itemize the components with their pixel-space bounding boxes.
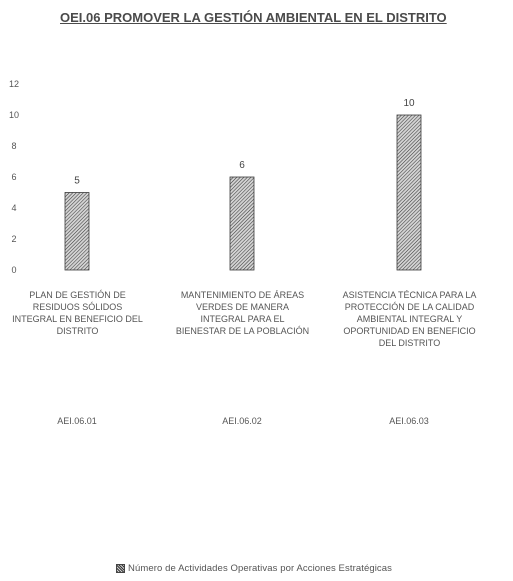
bars-group <box>64 114 422 271</box>
y-tick-label: 0 <box>11 265 16 275</box>
data-label: 10 <box>403 98 415 109</box>
bar-aei-06-02 <box>229 176 255 271</box>
category-code-label: AEI.06.03 <box>389 416 429 426</box>
y-axis: 0 2 4 6 8 10 12 <box>9 79 19 275</box>
chart-title: OEI.06 PROMOVER LA GESTIÓN AMBIENTAL EN … <box>60 10 447 25</box>
category-label: ASISTENCIA TÉCNICA PARA LA PROTECCIÓN DE… <box>342 290 477 348</box>
category-code-label: AEI.06.01 <box>57 416 97 426</box>
bar-aei-06-01 <box>64 192 90 271</box>
y-tick-label: 8 <box>11 141 16 151</box>
y-tick-label: 10 <box>9 110 19 120</box>
data-label: 6 <box>239 160 245 171</box>
y-tick-label: 4 <box>11 203 16 213</box>
y-tick-label: 12 <box>9 79 19 89</box>
legend-swatch <box>116 564 125 573</box>
data-labels-group: 5 6 10 <box>74 98 415 187</box>
category-label: MANTENIMIENTO DE ÁREAS VERDES DE MANERA … <box>175 290 310 336</box>
legend: Número de Actividades Operativas por Acc… <box>116 563 392 574</box>
data-label: 5 <box>74 176 80 187</box>
category-code-label: AEI.06.02 <box>222 416 262 426</box>
y-tick-label: 6 <box>11 172 16 182</box>
y-tick-label: 2 <box>11 234 16 244</box>
bar-aei-06-03 <box>396 114 422 271</box>
legend-label: Número de Actividades Operativas por Acc… <box>128 563 393 574</box>
category-label: PLAN DE GESTIÓN DE RESIDUOS SÓLIDOS INTE… <box>12 290 143 336</box>
